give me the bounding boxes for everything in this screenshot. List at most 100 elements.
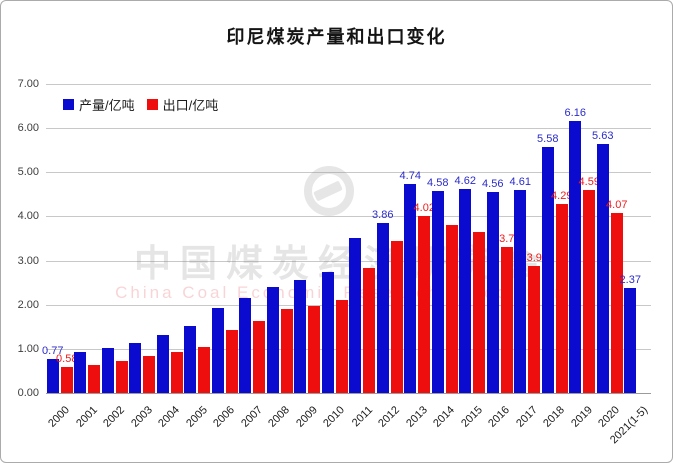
y-tick-label: 1.00 <box>17 342 39 355</box>
x-tick-label: 2006 <box>211 404 238 430</box>
x-tick-label: 2018 <box>541 404 568 430</box>
gridline <box>46 172 651 174</box>
export-swatch <box>146 99 158 110</box>
x-tick-2012: 2012 <box>376 396 404 458</box>
bar-产量/亿吨-2010 <box>321 271 334 393</box>
bars-layer: 0.77 0.58 3.86 4.74 4.02 4.58 4.62 4.56 3.7 4.61 3… <box>42 84 652 393</box>
bar-产量/亿吨-2011 <box>349 238 362 393</box>
y-tick-label: 3.00 <box>17 254 39 267</box>
bar-group-2019: 6.16 4.59 <box>565 84 600 393</box>
x-tick-label: 2009 <box>294 404 320 430</box>
data-label: 4.02 <box>413 201 435 214</box>
bar-产量/亿吨-2009 <box>294 280 307 393</box>
bar-group-2015: 4.62 <box>455 84 487 393</box>
x-tick-label: 2015 <box>459 404 485 430</box>
y-tick-label: 0.00 <box>17 387 39 399</box>
bar-产量/亿吨-2016: 4.56 <box>482 178 503 393</box>
data-label: 0.58 <box>56 353 78 366</box>
bar-出口/亿吨-2001 <box>88 364 101 393</box>
x-tick-2015: 2015 <box>459 396 487 458</box>
x-tick-2003: 2003 <box>129 396 157 458</box>
plot-area: 0.77 0.58 3.86 4.74 4.02 4.58 4.62 4.56 3.7 4.61 3… <box>42 84 652 394</box>
x-tick-label: 2007 <box>239 404 265 430</box>
bar-group-2010 <box>321 84 349 393</box>
x-tick-label: 2008 <box>266 404 293 430</box>
bar-group-2000: 0.77 0.58 <box>42 84 78 393</box>
bar-产量/亿吨-2006 <box>211 307 224 393</box>
x-tick-2000: 2000 <box>46 396 74 458</box>
bar-group-2003 <box>129 84 157 393</box>
bar-group-2005 <box>184 84 212 393</box>
data-label: 4.29 <box>551 189 573 202</box>
x-axis: 2000 2001 2002 2003 2004 2005 2006 2007 2008 2009… <box>46 396 651 458</box>
y-tick-label: 4.00 <box>17 210 39 223</box>
data-label: 0.77 <box>42 345 64 358</box>
x-tick-label: 2001 <box>74 404 100 430</box>
x-tick-label: 2004 <box>156 404 183 430</box>
x-tick-label: 2017 <box>514 404 540 430</box>
x-tick-2018: 2018 <box>541 396 569 458</box>
x-tick-2006: 2006 <box>211 396 239 458</box>
bar-group-2002 <box>101 84 129 393</box>
legend-item-export: 出口/亿吨 <box>146 95 218 114</box>
bar-产量/亿吨-2013: 4.74 <box>400 170 421 393</box>
bar-group-2016: 4.56 3.7 <box>482 84 514 393</box>
data-label: 4.56 <box>482 177 504 190</box>
legend: 产量/亿吨 出口/亿吨 <box>63 95 218 114</box>
gridline <box>46 393 651 394</box>
bar-出口/亿吨-2017: 3.9 <box>527 252 542 393</box>
bar-产量/亿吨-2000: 0.77 <box>42 345 63 393</box>
data-label: 4.62 <box>454 175 476 188</box>
x-tick-2005: 2005 <box>184 396 212 458</box>
data-label: 6.16 <box>564 107 586 120</box>
bar-产量/亿吨-2001 <box>74 352 87 393</box>
x-tick-2013: 2013 <box>404 396 432 458</box>
bar-出口/亿吨-2002 <box>115 360 128 393</box>
bar-出口/亿吨-2008 <box>280 309 293 393</box>
gridline <box>46 128 651 130</box>
x-tick-2001: 2001 <box>74 396 102 458</box>
y-tick-label: 2.00 <box>17 298 39 311</box>
bar-group-2021(1-5): 2.37 <box>620 84 652 393</box>
x-tick-label: 2002 <box>101 404 128 430</box>
x-tick-label: 2012 <box>376 404 403 430</box>
data-label: 5.63 <box>592 130 614 143</box>
x-tick-2004: 2004 <box>156 396 184 458</box>
bar-group-2008 <box>266 84 294 393</box>
bar-产量/亿吨-2005 <box>184 325 197 393</box>
x-tick-label: 2003 <box>129 404 155 430</box>
x-tick-label: 2011 <box>349 404 375 430</box>
bar-group-2009 <box>294 84 322 393</box>
x-tick-2019: 2019 <box>569 396 597 458</box>
bar-产量/亿吨-2021(1-5): 2.37 <box>620 274 641 393</box>
bar-group-2014: 4.58 <box>427 84 459 393</box>
gridline <box>46 304 651 306</box>
y-tick-label: 6.00 <box>17 122 39 135</box>
bar-产量/亿吨-2017: 4.61 <box>510 176 531 393</box>
bar-出口/亿吨-2015 <box>473 232 486 393</box>
production-swatch <box>63 99 74 110</box>
data-label: 2.37 <box>619 274 641 287</box>
data-label: 4.58 <box>427 176 449 189</box>
gridline <box>46 216 651 218</box>
bar-出口/亿吨-2011 <box>363 267 376 393</box>
bar-出口/亿吨-2005 <box>198 346 211 393</box>
bar-产量/亿吨-2012: 3.86 <box>372 209 393 393</box>
bar-产量/亿吨-2018: 5.58 <box>537 133 558 393</box>
data-label: 3.9 <box>526 252 542 265</box>
bar-group-2011 <box>349 84 377 393</box>
bar-产量/亿吨-2004 <box>156 334 169 393</box>
bar-出口/亿吨-2016: 3.7 <box>499 233 514 393</box>
bar-group-2018: 5.58 4.29 <box>537 84 572 393</box>
gridline <box>46 84 651 85</box>
bar-出口/亿吨-2019: 4.59 <box>579 176 600 393</box>
bar-出口/亿吨-2006 <box>225 329 238 393</box>
x-tick-2021(1-5): 2021(1-5) <box>608 396 652 458</box>
bar-group-2006 <box>211 84 239 393</box>
x-tick-2002: 2002 <box>101 396 129 458</box>
chart-title: 印尼煤炭产量和出口变化 <box>226 27 447 47</box>
bar-出口/亿吨-2018: 4.29 <box>551 190 572 393</box>
y-tick-label: 5.00 <box>17 166 39 179</box>
bar-出口/亿吨-2010 <box>335 300 348 393</box>
